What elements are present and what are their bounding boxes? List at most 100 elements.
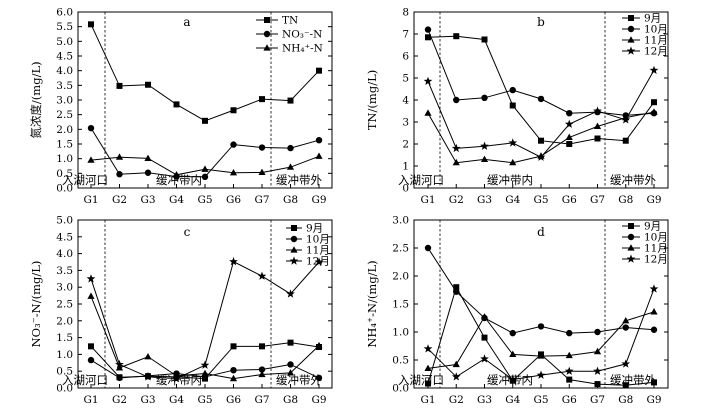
data-point [480, 141, 489, 150]
data-point [144, 352, 152, 360]
data-point [453, 96, 460, 104]
x-tick-label: G1 [83, 394, 98, 406]
y-tick-label: 1.5 [56, 332, 73, 344]
x-tick-label: G8 [618, 194, 633, 206]
series-2 [424, 26, 658, 119]
data-point [230, 141, 237, 148]
legend-marker [627, 244, 635, 251]
data-point [508, 138, 518, 147]
legend-label: 9月 [306, 223, 323, 235]
data-point [286, 289, 295, 298]
panel-label: d [537, 225, 545, 239]
series-line [427, 311, 655, 369]
series-line [427, 70, 655, 158]
x-tick-label: G3 [140, 394, 155, 406]
y-axis-label: TN/(mg/L) [365, 70, 379, 130]
x-tick-label: G3 [140, 194, 155, 206]
data-point [536, 152, 546, 161]
data-point [537, 323, 545, 330]
data-point [201, 165, 209, 172]
region-label: 缓冲带外 [610, 173, 656, 187]
data-point [86, 274, 96, 283]
x-tick-label: G7 [590, 394, 605, 406]
data-point [315, 152, 323, 159]
y-tick-label: 5 [402, 73, 409, 85]
data-point [423, 344, 433, 353]
data-point [425, 380, 431, 387]
data-point [229, 374, 238, 382]
y-tick-label: 0 [402, 183, 409, 195]
legend-label: 11月 [644, 243, 668, 255]
data-point [143, 372, 153, 381]
series-line [427, 29, 655, 116]
legend-label: 12月 [644, 254, 668, 266]
series-1 [88, 21, 322, 124]
series-line [427, 288, 655, 381]
data-point [453, 288, 460, 295]
y-tick-label: 2.5 [392, 243, 409, 255]
data-point [424, 364, 432, 371]
data-point [481, 36, 488, 43]
legend-label: 12月 [306, 256, 330, 268]
data-point [564, 119, 574, 128]
legend-marker [289, 256, 299, 265]
x-tick-label: G9 [646, 394, 661, 406]
data-point [144, 169, 152, 176]
legend-label: NH₄⁺-N [282, 43, 323, 55]
x-tick-label: G6 [226, 194, 241, 206]
legend-marker [627, 36, 635, 43]
legend-label: 10月 [644, 232, 668, 244]
y-tick-label: 7 [402, 29, 409, 41]
series-2 [424, 244, 658, 337]
data-point [116, 171, 123, 178]
data-point [566, 376, 573, 383]
x-tick-label: G4 [169, 394, 184, 406]
data-point [453, 284, 460, 291]
x-tick-label: G9 [311, 394, 326, 406]
data-point [651, 379, 657, 386]
data-point [594, 135, 601, 142]
y-tick-label: 4.0 [56, 248, 73, 260]
legend-label: 11月 [644, 35, 668, 47]
data-point [314, 257, 324, 266]
data-point [593, 366, 602, 375]
y-axis-label: NO₃⁻-N/(mg/L) [29, 261, 43, 348]
x-tick-label: G3 [477, 194, 492, 206]
legend-marker [626, 46, 636, 55]
y-tick-label: 0.5 [56, 366, 73, 378]
x-tick-label: G2 [449, 194, 464, 206]
data-point [259, 343, 265, 350]
legend-marker [263, 30, 271, 38]
legend-marker [628, 15, 634, 21]
data-point [200, 360, 210, 369]
x-tick-label: G8 [618, 394, 633, 406]
data-point [230, 107, 237, 114]
data-point [115, 153, 124, 160]
data-point [424, 244, 432, 252]
y-tick-label: 3.0 [56, 95, 73, 107]
series-3 [87, 292, 323, 382]
y-tick-label: 0.0 [56, 183, 73, 195]
y-tick-label: 8 [402, 7, 409, 19]
y-tick-label: 3.5 [56, 80, 73, 92]
data-point [315, 341, 323, 349]
data-point [650, 308, 658, 315]
data-point [287, 361, 294, 368]
data-point [116, 374, 123, 382]
data-point [509, 158, 517, 166]
y-tick-label: 1.5 [56, 139, 73, 151]
legend-marker [264, 17, 270, 23]
legend-label: 9月 [644, 221, 661, 233]
data-point [508, 375, 518, 384]
data-point [649, 65, 659, 75]
legend-label: 10月 [306, 234, 330, 246]
data-point [316, 67, 322, 74]
region-label: 缓冲带外 [276, 373, 322, 387]
chart-panel-b: 0 1 2 3 4 5 6 7 8 G1 G2 G3 G4 G5 G6 G7 G8 G9 TN/(mg/L) b 入湖河… [365, 7, 669, 206]
y-tick-label: 4.5 [56, 231, 73, 243]
y-axis-label: 氮浓度/(mg/L) [29, 61, 43, 138]
series-4 [423, 65, 659, 161]
data-point [509, 350, 517, 357]
data-point [593, 347, 602, 355]
data-point [452, 158, 460, 166]
